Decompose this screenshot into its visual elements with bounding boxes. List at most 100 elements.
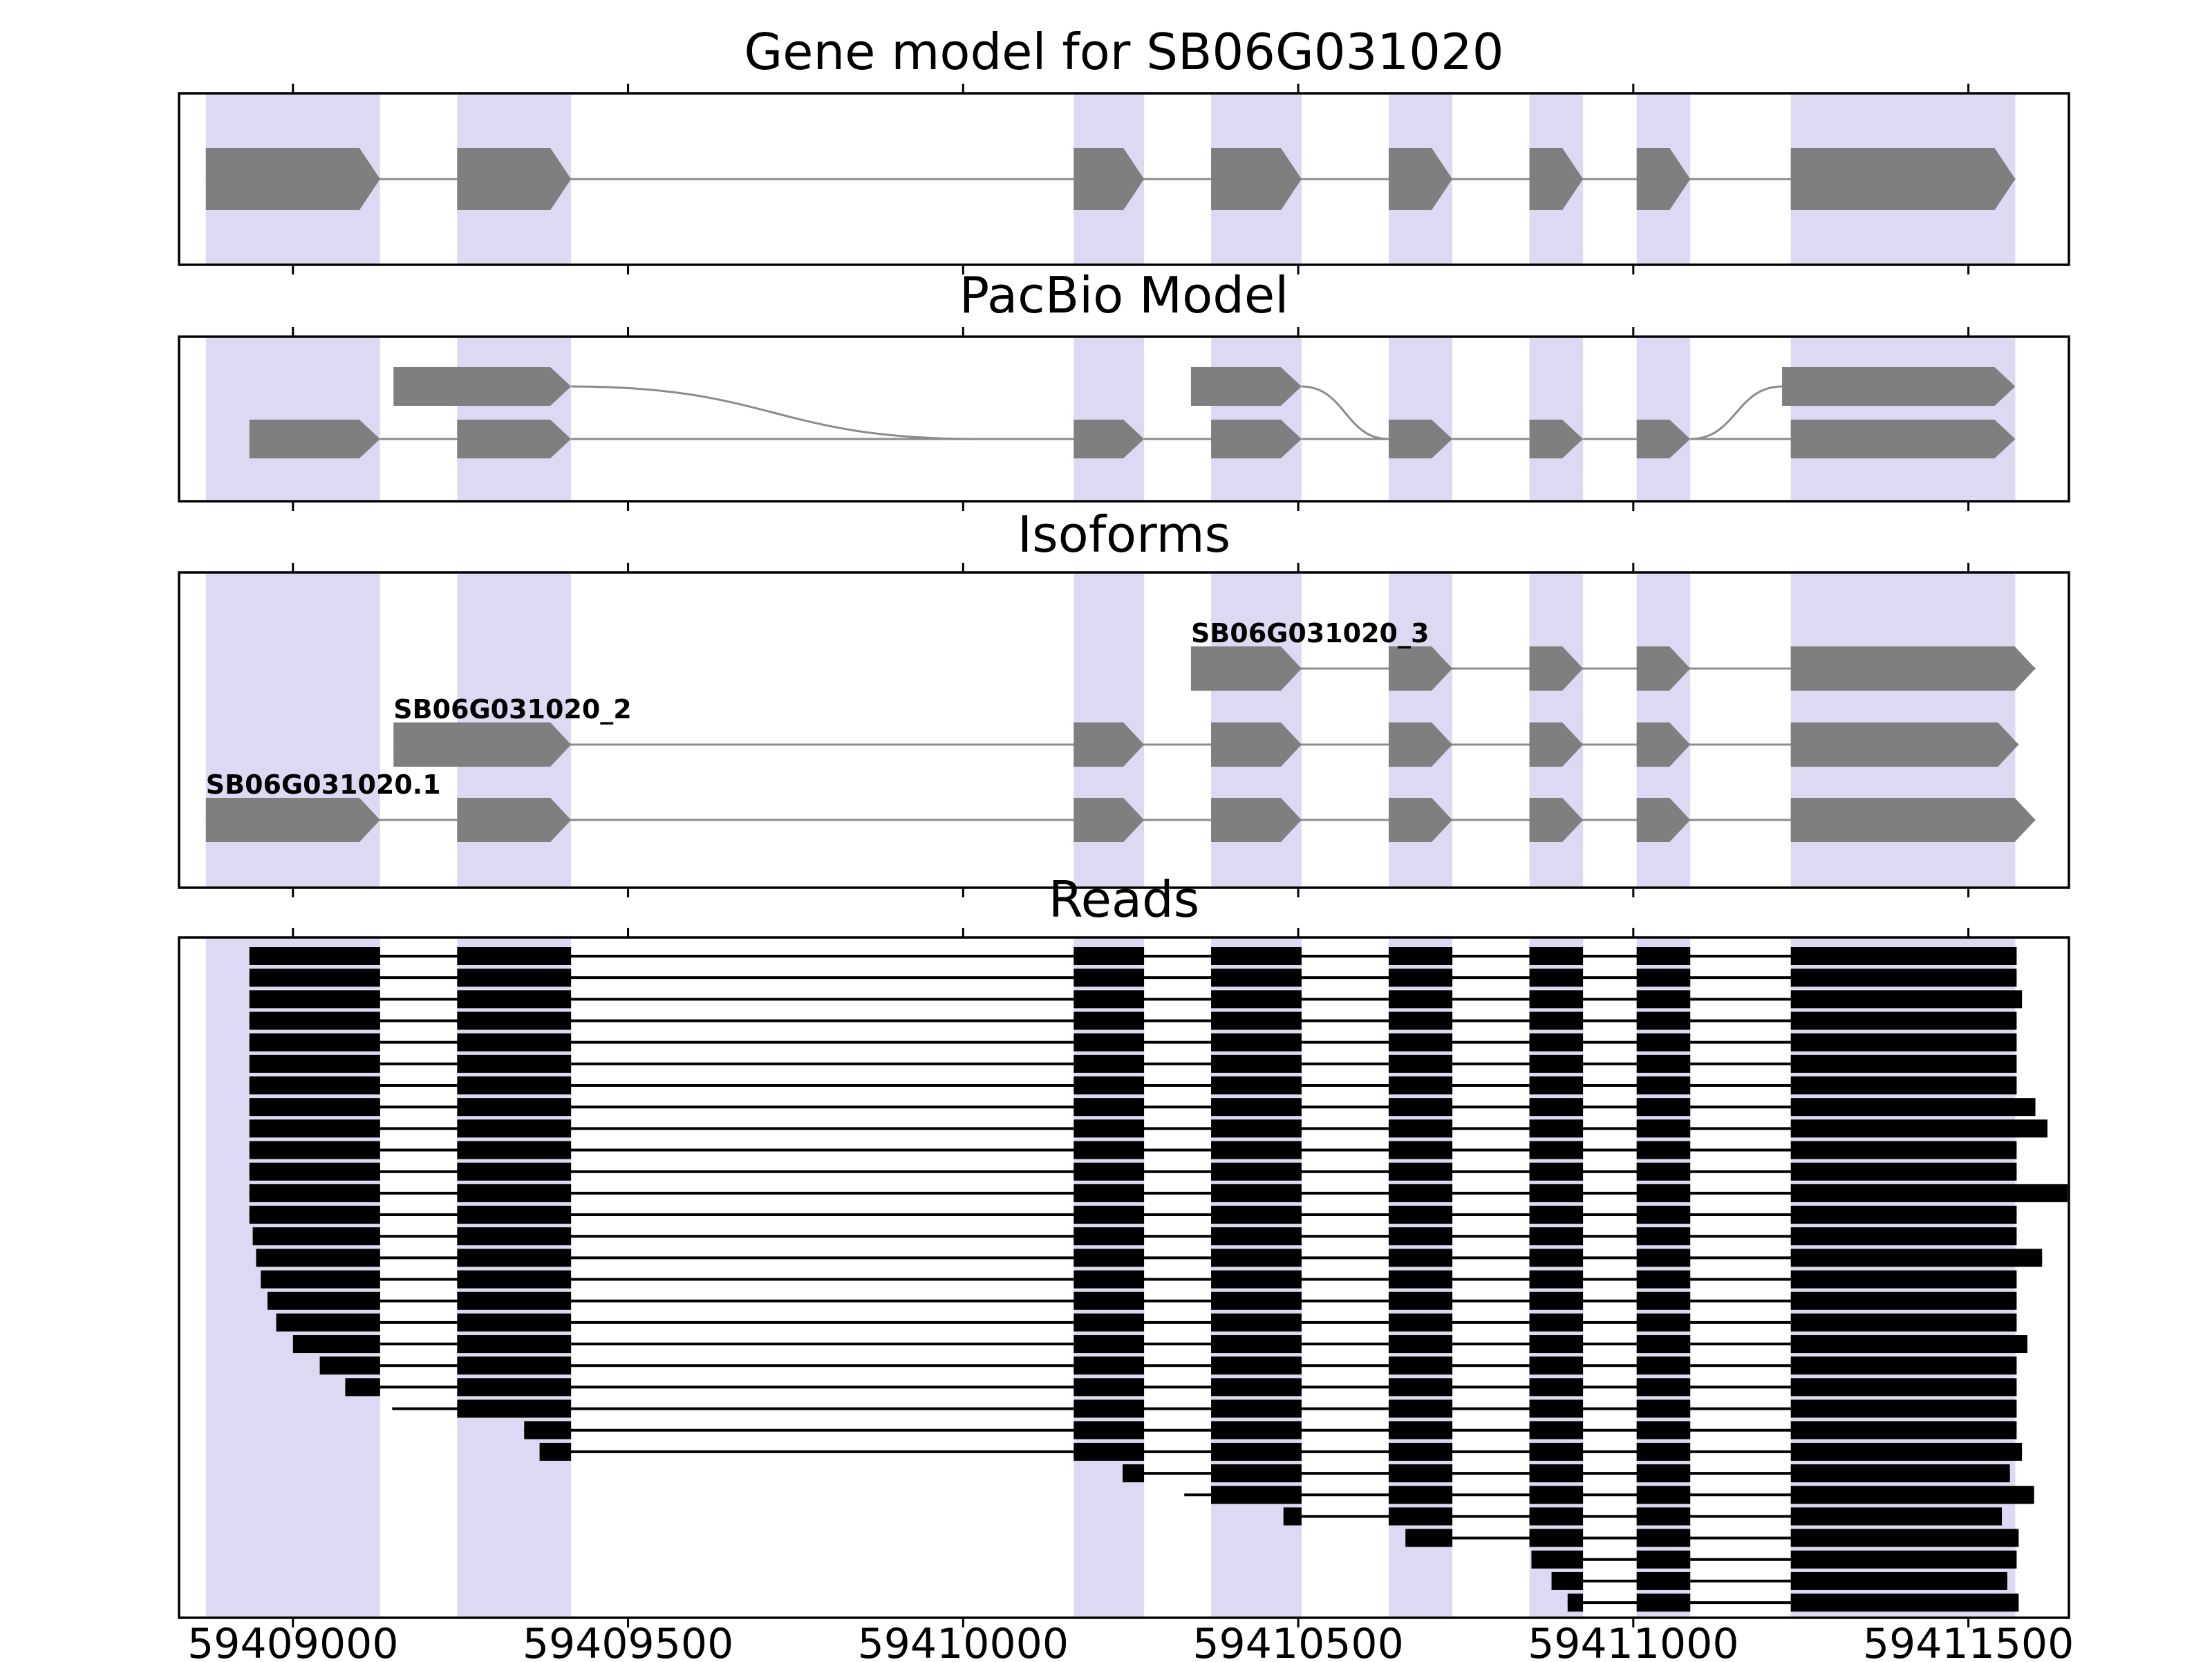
read-exon-block [1636,1184,1691,1202]
read-exon-block [1529,1486,1584,1504]
read-exon-block [1529,1291,1584,1310]
read-exon-block [457,1162,572,1181]
read-exon-block [1790,1378,2017,1397]
read-exon-block [1529,1249,1584,1267]
read-exon-block [1388,969,1453,987]
read-exon-block [1388,1291,1453,1310]
exon-block [1636,148,1691,210]
read-exon-block [1388,1270,1453,1289]
read-exon-block [1388,1442,1453,1461]
read-exon-block [1636,1227,1691,1246]
read-exon-block [1790,1270,2017,1289]
read-exon-block [539,1442,572,1461]
read-exon-block [457,969,572,987]
read-exon-block [1211,1291,1302,1310]
read-exon-block [457,1206,572,1224]
read-exon-block [261,1270,380,1289]
read-exon-block [457,1291,572,1310]
read-exon-block [1074,1141,1145,1159]
read-exon-block [1388,990,1453,1009]
highlight-band [1529,338,1584,500]
read-exon-block [457,1249,572,1267]
read-exon-block [1790,1227,2017,1246]
read-exon-block [249,1141,380,1159]
read-exon-block [1074,1098,1145,1117]
read-exon-block [1790,969,2017,987]
read-exon-block [457,1378,572,1397]
read-exon-block [1790,1421,2017,1439]
exon-block [1790,420,2016,458]
read-exon-block [1388,1206,1453,1224]
exon-block [1529,148,1584,210]
read-exon-block [1790,1291,2017,1310]
exon-block [1074,798,1145,842]
read-exon-block [1790,1249,2043,1267]
read-exon-block [1074,1033,1145,1052]
panel-border [178,92,2070,266]
read-exon-block [1790,947,2017,965]
exon-block [1190,646,1302,691]
exon-block [1790,148,2016,210]
read-exon-block [1790,1571,2007,1590]
read-exon-block [1529,1162,1584,1181]
read-exon-block [1405,1529,1453,1547]
read-exon-block [1636,1076,1691,1095]
exon-block [1529,420,1584,458]
read-exon-block [1388,1227,1453,1246]
x-tick-label: 59410500 [1192,1620,1403,1659]
read-exon-block [457,1141,572,1159]
read-exon-block [457,1011,572,1030]
read-exon-block [1529,1184,1584,1202]
read-exon-block [1211,1162,1302,1181]
highlight-band [457,338,572,500]
read-exon-block [1636,1442,1691,1461]
exon-block [1529,722,1584,767]
read-exon-block [1790,1356,2017,1375]
read-exon-block [1529,1227,1584,1246]
read-exon-block [1211,1313,1302,1332]
read-exon-block [1636,1507,1691,1526]
exon-block [457,798,572,842]
read-exon-block [1636,1249,1691,1267]
read-exon-block [1636,1011,1691,1030]
read-exon-block [249,990,380,1009]
read-exon-block [1388,1119,1453,1138]
read-exon-block [249,947,380,965]
exon-block [1211,148,1302,210]
read-exon-block [249,1162,380,1181]
read-exon-block [1074,1162,1145,1181]
exon-block [1211,420,1302,458]
read-exon-block [1211,1098,1302,1117]
read-exon-block [1074,1270,1145,1289]
exon-block [457,420,572,458]
read-exon-block [1790,1141,2017,1159]
read-exon-block [1388,1011,1453,1030]
read-exon-block [1529,1464,1584,1483]
read-exon-block [1388,1054,1453,1073]
exon-block [1388,798,1453,842]
read-exon-block [1388,1033,1453,1052]
read-exon-block [1529,1399,1584,1418]
read-exon-block [1636,1486,1691,1504]
read-exon-block [1388,1076,1453,1095]
read-exon-block [1529,1054,1584,1073]
read-exon-block [1529,1378,1584,1397]
pacbio-title: PacBio Model [959,266,1288,324]
read-exon-block [457,1054,572,1073]
read-exon-block [1790,1206,2017,1224]
read-exon-block [252,1227,380,1246]
read-exon-block [1388,1356,1453,1375]
read-exon-block [1388,1464,1453,1483]
exon-block [393,367,572,406]
read-exon-block [1636,1571,1691,1590]
read-exon-block [1211,1184,1302,1202]
exon-block [457,148,572,210]
read-exon-block [1529,1270,1584,1289]
read-exon-block [1074,1442,1145,1461]
reads-title: Reads [1049,870,1199,928]
read-exon-block [1211,1442,1302,1461]
read-exon-block [249,1184,380,1202]
read-exon-block [1529,1033,1584,1052]
read-exon-block [1790,1335,2027,1354]
exon-block [1074,420,1145,458]
